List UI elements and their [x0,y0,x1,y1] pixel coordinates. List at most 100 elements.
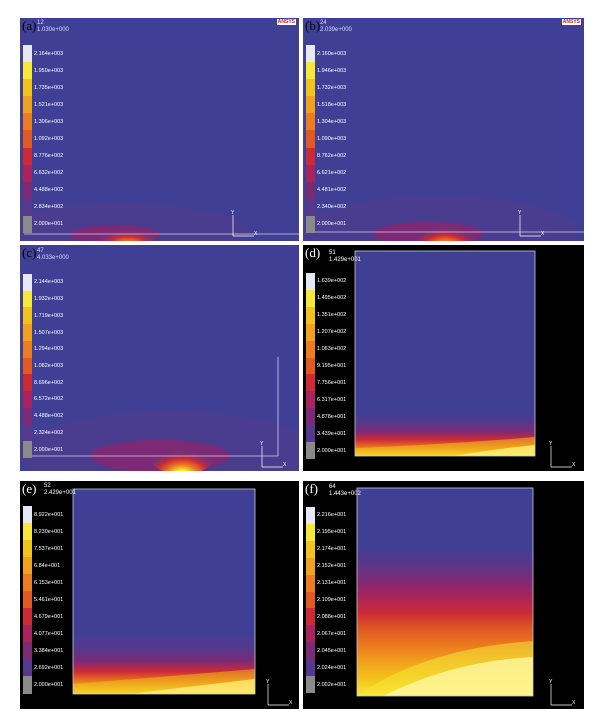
panel-label: (b) [305,18,321,33]
legend-swatch [306,557,315,576]
heat-spot [98,215,158,241]
color-legend [23,274,32,459]
panel-f: (f) 64 1.443e+002 2.216e+001 2.195e+001 2.1… [303,481,584,709]
legend-swatch [306,442,315,460]
legend-tick-label: 8.922e+001 [34,511,64,518]
legend-tick-label: 1.719e+003 [34,312,64,319]
legend-swatch [306,62,315,80]
color-legend [306,273,315,460]
legend-tick-label: 2.152e+001 [317,563,347,570]
legend-ticks: 2.144e+003 1.932e+003 1.719e+003 1.507e+003… [33,274,93,458]
svg-text:X: X [283,462,287,468]
ansys-logo: ANSYS [561,19,581,25]
legend-swatch [23,340,32,359]
legend-tick-label: 2.216e+001 [317,512,347,519]
legend-tick-label: 6.317e+001 [317,396,347,403]
legend-swatch [23,62,32,80]
legend-swatch [23,290,32,308]
legend-tick-label: 2.045e+001 [317,647,347,654]
legend-swatch [306,323,315,342]
panel-label: (d) [305,245,321,260]
legend-swatch [306,659,315,677]
legend-tick-label: 2.088e+001 [317,613,347,620]
legend-swatch [306,425,315,443]
legend-swatch [23,147,32,166]
legend-tick-label: 2.324e+002 [34,429,64,436]
panel-c: (c) 47 4.033e+000 2.144e+003 1.932e+003 1.7… [20,245,299,471]
svg-text:X: X [289,700,293,706]
panel-label: (f) [305,481,318,496]
legend-tick-label: 2.164e+003 [34,50,64,57]
legend-tick-label: 2.160e+003 [317,50,347,57]
legend-swatch [306,574,315,593]
legend-tick-label: 1.092e+003 [34,136,64,142]
legend-tick-label: 2.144e+003 [34,279,64,286]
legend-swatch [306,357,315,375]
svg-text:Y: Y [549,441,553,447]
panel-a: (a) 12 1.030e+000 ANSYS 2.164e+003 1.950e+… [20,18,299,241]
legend-tick-label: 1.950e+003 [34,67,64,74]
legend-tick-label: 9.195e+001 [317,363,347,369]
legend-swatch [23,181,32,200]
legend-tick-label: 1.306e+003 [34,118,64,125]
legend-swatch [23,130,32,149]
legend-ticks: 2.216e+001 2.195e+001 2.174e+001 2.152e+001… [316,507,356,693]
legend-tick-label: 1.351e+002 [317,312,347,319]
legend-tick-label: 1.507e+003 [34,329,64,336]
legend-swatch [23,215,32,234]
legend-swatch [306,79,315,97]
field-plot-c [20,245,299,471]
legend-tick-label: 1.639e+002 [317,278,347,285]
legend-tick-label: 2.692e+001 [34,664,64,671]
legend-swatch [306,113,315,131]
legend-swatch [23,625,32,643]
legend-tick-label: 1.090e+003 [317,136,347,142]
field-plot-a [20,18,299,241]
field-plot-e [20,481,299,709]
svg-text:Y: Y [518,210,522,216]
svg-text:X: X [541,231,545,237]
legend-tick-label: 6.621e+002 [317,170,347,177]
legend-swatch [306,340,315,359]
step-header: 24 2.039e+000 [320,20,352,33]
legend-swatch [306,608,315,626]
legend-tick-label: 2.000e+001 [34,221,64,228]
legend-swatch [306,523,315,542]
legend-swatch [306,96,315,114]
legend-tick-label: 2.834e+002 [34,204,64,211]
legend-tick-label: 1.207e+002 [317,329,347,336]
ansys-logo: ANSYS [276,19,296,25]
panel-d: (d) 51 1.429e+001 1.639e+002 1.495e+002 1.3… [303,245,584,471]
legend-swatch [23,79,32,97]
legend-tick-label: 6.632e+002 [34,170,64,177]
slab-field [355,251,535,456]
legend-tick-label: 3.439e+001 [317,430,347,437]
legend-tick-label: 2.024e+001 [317,664,347,671]
heat-spot [413,210,477,241]
legend-tick-label: 4.481e+002 [317,187,347,194]
legend-swatch [23,45,32,63]
color-legend [306,507,315,694]
legend-swatch [306,147,315,166]
legend-swatch [306,676,315,694]
svg-text:Y: Y [231,210,235,216]
legend-swatch [23,96,32,114]
legend-tick-label: 2.174e+001 [317,546,347,553]
legend-tick-label: 1.495e+002 [317,295,347,302]
legend-swatch [23,676,32,694]
legend-tick-label: 8.230e+001 [34,528,64,535]
legend-swatch [23,574,32,592]
svg-text:Y: Y [549,679,553,685]
step-header: 12 1.030e+000 [37,20,69,33]
legend-tick-label: 1.063e+002 [317,346,347,353]
legend-tick-label: 2.002e+001 [317,681,347,688]
legend-tick-label: 6.153e+001 [34,579,64,586]
legend-swatch [23,113,32,131]
legend-tick-label: 2.067e+001 [317,630,347,637]
legend-tick-label: 4.679e+001 [34,613,64,620]
step-header: 51 1.429e+001 [329,250,361,263]
legend-swatch [306,273,315,291]
legend-swatch [306,625,315,643]
axis-triad-icon: Y X [266,679,293,706]
legend-swatch [23,557,32,575]
